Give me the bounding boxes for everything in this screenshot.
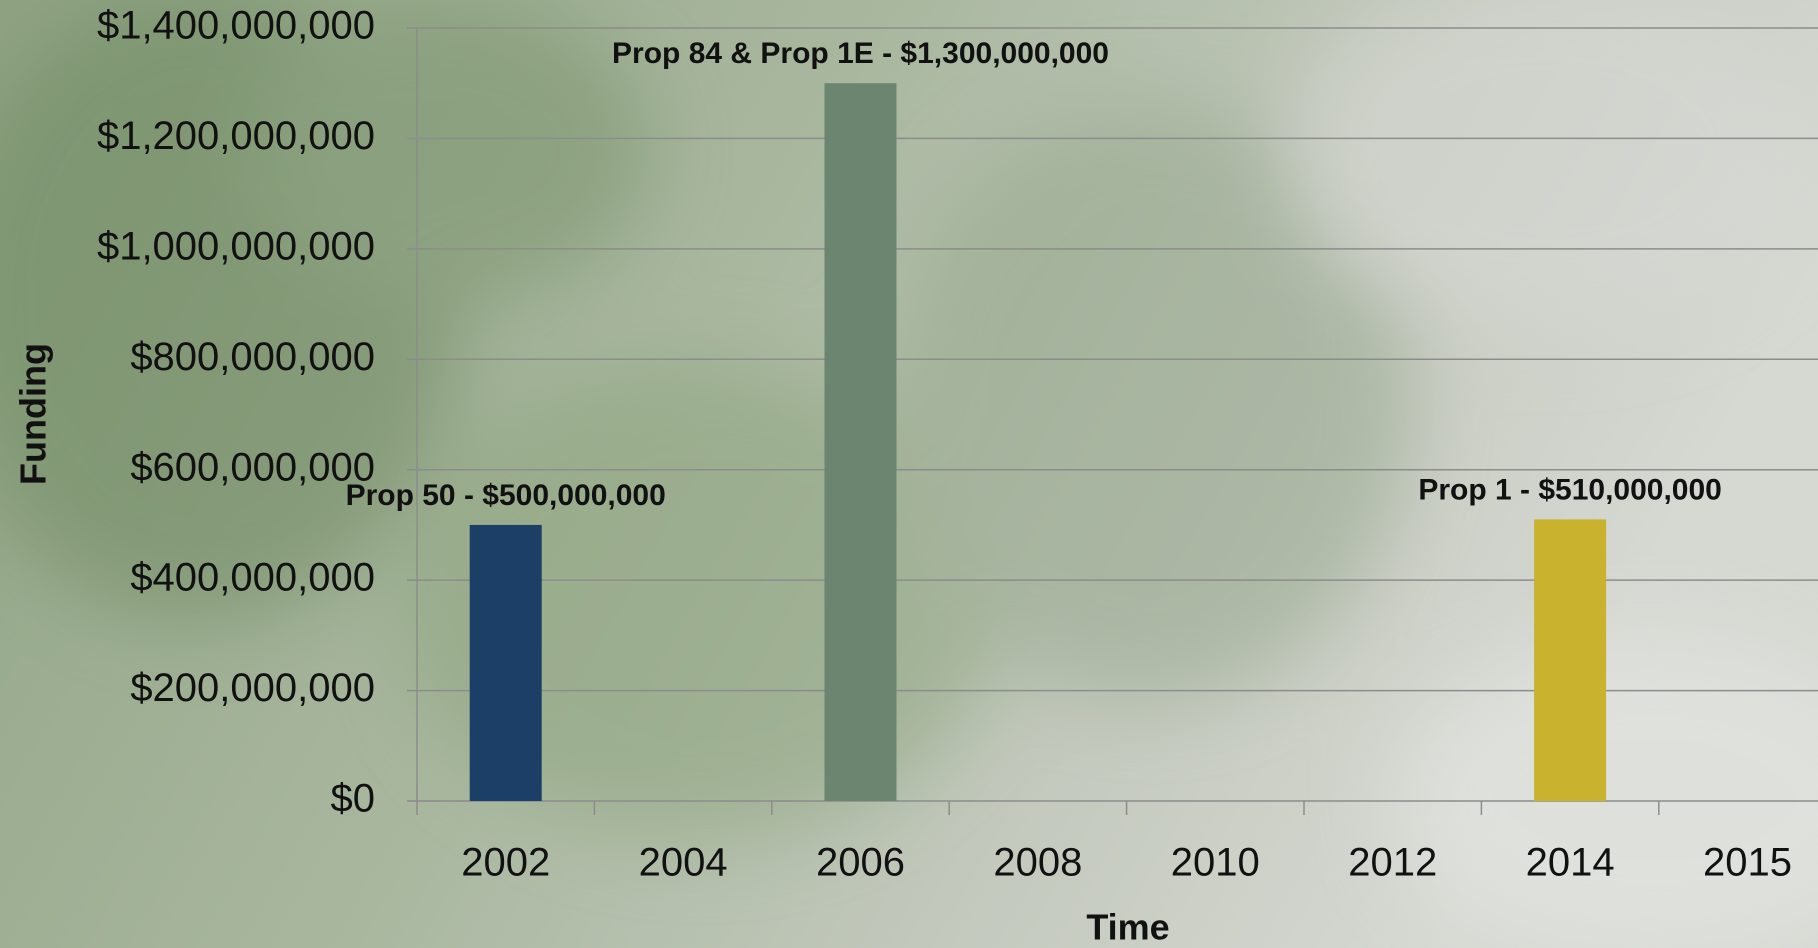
x-tick-label: 2015: [1703, 841, 1792, 885]
y-tick-label: $200,000,000: [130, 666, 375, 710]
x-tick-label: 2014: [1526, 841, 1615, 885]
x-tick-label: 2008: [993, 841, 1082, 885]
data-label: Prop 1 - $510,000,000: [1418, 473, 1722, 506]
bar: [469, 524, 542, 801]
x-axis-title: Time: [1086, 907, 1169, 948]
y-tick-label: $0: [331, 777, 376, 821]
y-tick-label: $1,200,000,000: [97, 114, 375, 158]
x-tick-label: 2012: [1348, 841, 1437, 885]
x-tick-label: 2010: [1171, 841, 1260, 885]
y-tick-label: $1,400,000,000: [97, 4, 375, 48]
y-tick-label: $800,000,000: [130, 335, 375, 379]
y-axis-title: Funding: [13, 343, 54, 485]
x-tick-label: 2004: [639, 841, 728, 885]
y-tick-label: $1,000,000,000: [97, 224, 375, 268]
x-tick-label: 2006: [816, 841, 905, 885]
data-label: Prop 50 - $500,000,000: [346, 479, 666, 512]
y-tick-label: $600,000,000: [130, 445, 375, 489]
y-tick-label: $400,000,000: [130, 556, 375, 600]
bar: [1534, 519, 1607, 801]
bar: [824, 83, 897, 801]
x-tick-label: 2002: [461, 841, 550, 885]
data-label: Prop 84 & Prop 1E - $1,300,000,000: [612, 37, 1109, 70]
